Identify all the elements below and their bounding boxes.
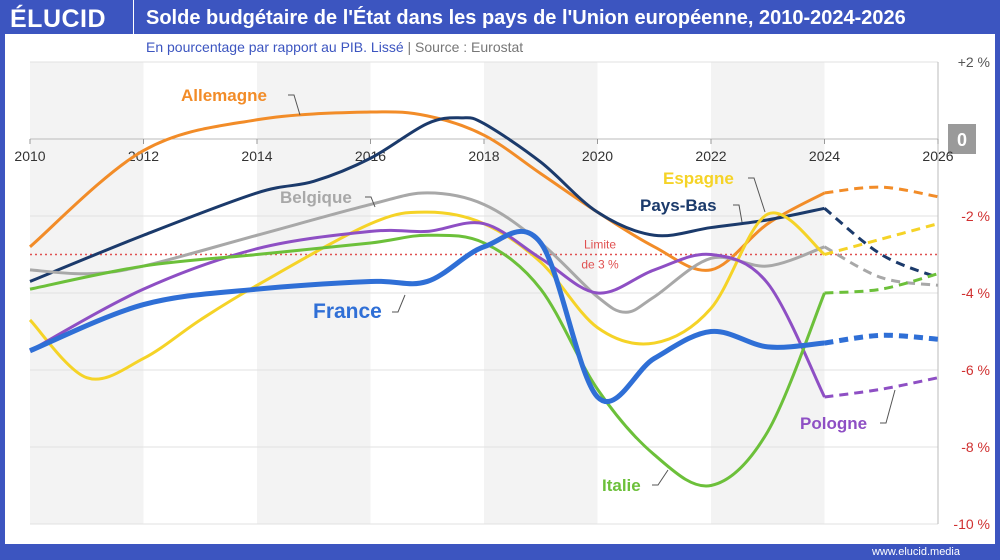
- x-tick-label: 2020: [582, 148, 613, 164]
- label-leader: [748, 177, 766, 213]
- series-line-belgique: [29, 191, 826, 314]
- y-tick-label: -8 %: [961, 439, 990, 455]
- series-label-belgique: Belgique: [280, 188, 352, 207]
- logo: ÉLUCID: [10, 5, 107, 33]
- label-leader: [288, 94, 301, 116]
- y-tick-label: -6 %: [961, 362, 990, 378]
- series-line-pologne: [29, 221, 826, 398]
- x-tick-label: 2012: [128, 148, 159, 164]
- series-line-italie: [29, 233, 826, 488]
- series-label-allemagne: Allemagne: [181, 86, 267, 105]
- series-projection-espagne: [824, 222, 939, 256]
- subtitle-separator: |: [407, 39, 412, 55]
- y-tick-label: +2 %: [958, 54, 990, 70]
- label-leader: [365, 196, 376, 208]
- x-tick-label: 2024: [809, 148, 840, 164]
- series-projection-belgique: [823, 245, 939, 287]
- chart-title: Solde budgétaire de l'État dans les pays…: [146, 7, 906, 29]
- series-label-pays-bas: Pays-Bas: [640, 196, 717, 215]
- series-projection-allemagne: [824, 185, 939, 199]
- label-leader: [392, 294, 406, 313]
- subtitle: En pourcentage par rapport au PIB. Lissé…: [146, 39, 523, 55]
- series-label-pologne: Pologne: [800, 414, 867, 433]
- label-leader: [880, 389, 896, 424]
- series-label-france: France: [313, 300, 382, 323]
- series-label-espagne: Espagne: [663, 169, 734, 188]
- x-tick-label: 2026: [922, 148, 953, 164]
- series-projection-pologne: [824, 376, 939, 399]
- x-tick-label: 2016: [355, 148, 386, 164]
- series-projection-france: [824, 332, 939, 346]
- source: Source : Eurostat: [415, 39, 524, 55]
- series-projection-pays-bas: [823, 207, 939, 279]
- series-line-espagne: [28, 210, 826, 381]
- threshold-label: Limite: [584, 238, 616, 252]
- threshold-label: de 3 %: [581, 258, 619, 272]
- y-tick-label: -2 %: [961, 208, 990, 224]
- x-tick-label: 2014: [241, 148, 272, 164]
- series-line-allemagne: [29, 110, 826, 272]
- y-tick-label: -4 %: [961, 285, 990, 301]
- x-tick-label: 2022: [695, 148, 726, 164]
- series-line-france: [29, 228, 825, 404]
- footer-url[interactable]: www.elucid.media: [871, 546, 960, 558]
- x-tick-label: 2010: [14, 148, 45, 164]
- y-tick-label: 0: [957, 130, 967, 150]
- subtitle-text: En pourcentage par rapport au PIB. Lissé: [146, 39, 404, 55]
- x-tick-label: 2018: [468, 148, 499, 164]
- series-line-pays-bas: [29, 116, 825, 283]
- y-tick-label: -10 %: [953, 516, 990, 532]
- header: ÉLUCID Solde budgétaire de l'État dans l…: [0, 0, 1000, 36]
- series-label-italie: Italie: [602, 476, 641, 495]
- header-divider: [133, 0, 134, 36]
- zero-badge: [948, 124, 976, 154]
- label-leader: [733, 204, 743, 223]
- label-leader: [652, 469, 669, 486]
